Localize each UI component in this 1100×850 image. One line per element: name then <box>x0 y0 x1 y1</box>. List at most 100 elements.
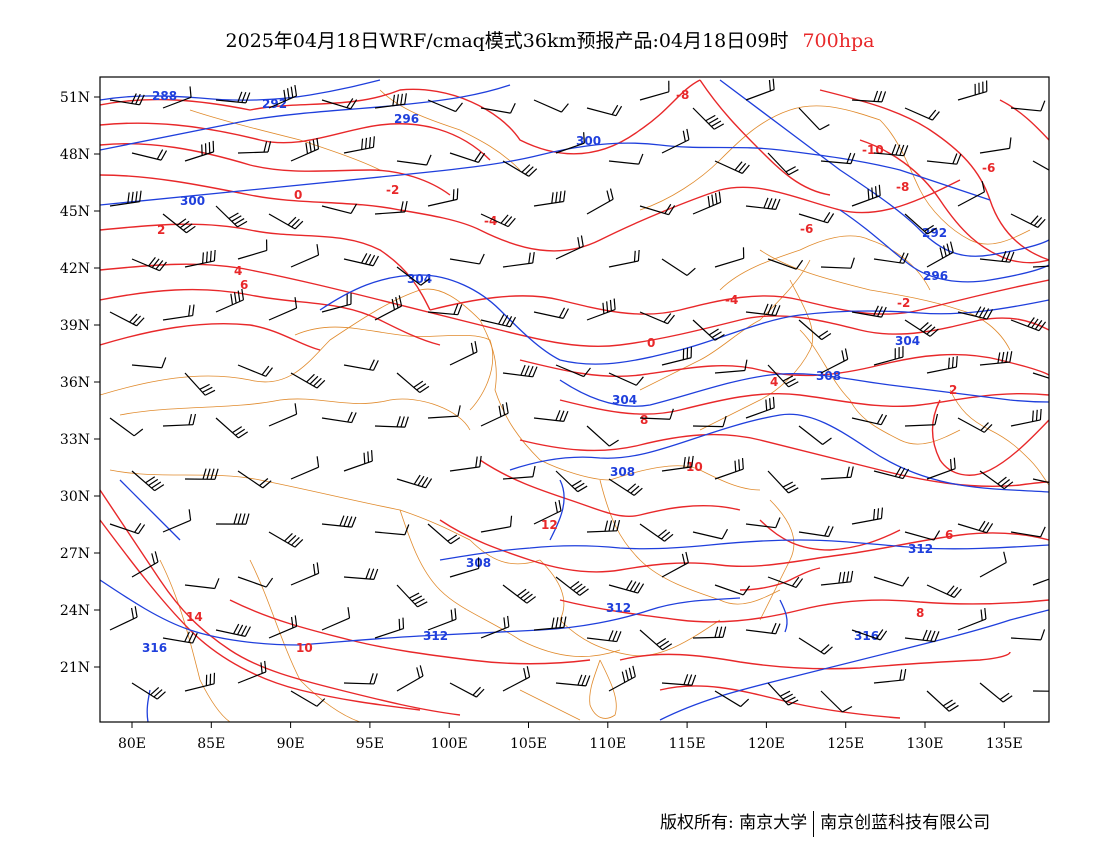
wind-barb <box>692 191 722 215</box>
temperature-label: 0 <box>647 336 655 350</box>
wind-barb <box>639 408 674 420</box>
y-tick-label: 36N <box>60 375 90 391</box>
wind-barb <box>1032 578 1049 586</box>
wind-barb <box>692 626 727 639</box>
wind-barb <box>290 244 320 268</box>
wind-barb <box>661 128 690 154</box>
wind-barb <box>321 203 358 215</box>
temperature-label: 12 <box>541 518 558 532</box>
x-tick-label: 130E <box>907 736 944 752</box>
x-tick-label: 80E <box>118 736 146 752</box>
wind-barb <box>268 615 298 639</box>
wind-barb <box>926 584 962 598</box>
x-tick-label: 115E <box>669 736 706 752</box>
wind-barb <box>533 99 569 113</box>
wind-barb <box>555 132 585 154</box>
wind-barb <box>268 84 298 109</box>
x-tick-label: 110E <box>589 736 626 752</box>
wind-barb <box>343 673 378 685</box>
wind-barb <box>374 416 409 428</box>
temperature-label: 4 <box>770 375 778 389</box>
wind-barb <box>767 576 804 589</box>
wind-barb <box>533 499 562 525</box>
wind-barb <box>162 304 195 321</box>
wind-barb <box>1010 629 1046 641</box>
height-label: 292 <box>262 97 287 111</box>
wind-barb <box>480 515 513 533</box>
wind-barb <box>798 212 835 224</box>
wind-barb <box>215 417 249 439</box>
temperature-label: -6 <box>800 222 813 236</box>
wind-barb <box>184 249 216 268</box>
wind-barb <box>162 86 192 109</box>
wind-barb <box>502 465 536 480</box>
height-label: 304 <box>895 334 920 348</box>
temperature-contours <box>100 79 1049 719</box>
wind-barb <box>343 568 379 581</box>
temperature-label: 8 <box>916 606 924 620</box>
wind-barb <box>237 239 268 260</box>
wind-barb <box>1032 690 1049 692</box>
wind-barb <box>979 682 1013 703</box>
height-label: 308 <box>816 369 841 383</box>
wind-barb <box>926 153 962 165</box>
wind-barb <box>745 197 781 210</box>
wind-barb <box>639 80 670 101</box>
wind-barb <box>745 396 775 419</box>
wind-barb <box>109 522 146 535</box>
y-tick-label: 21N <box>60 660 90 676</box>
wind-barb <box>109 190 142 207</box>
wind-barb <box>1010 213 1046 228</box>
wind-barb <box>162 509 192 533</box>
wind-barb <box>449 340 478 366</box>
wind-barb <box>979 470 1014 490</box>
wind-barb <box>586 425 619 447</box>
wind-barb <box>374 200 408 215</box>
wind-barb <box>820 466 854 480</box>
wind-barb <box>692 415 727 428</box>
wind-barb <box>767 364 799 388</box>
y-tick-label: 48N <box>60 147 90 163</box>
wind-barb <box>745 517 781 529</box>
wind-barb <box>502 252 535 268</box>
y-tick-label: 27N <box>60 546 90 562</box>
wind-barb <box>396 665 424 692</box>
wind-barb <box>851 305 887 318</box>
longitude-axis: 80E 85E 90E 95E 100E 105E 110E 115E 120E 125E 130E… <box>118 722 1023 752</box>
wind-barb <box>374 295 403 321</box>
wind-barb <box>237 470 272 489</box>
wind-barb <box>502 364 538 378</box>
wind-barb <box>873 346 904 366</box>
map-title: 2025年04月18日WRF/cmaq模式36km预报产品:04月18日09时 7… <box>0 26 1100 53</box>
wind-barb <box>555 470 588 493</box>
wind-barb <box>745 78 775 101</box>
wind-barb <box>237 576 274 588</box>
wind-barb <box>162 413 197 427</box>
wind-barb <box>131 256 167 272</box>
wind-barb <box>343 253 380 267</box>
wind-barb <box>533 190 566 207</box>
wind-barb <box>608 478 643 496</box>
wind-barb <box>1032 265 1049 268</box>
wind-barb <box>798 319 832 341</box>
wind-barb <box>926 690 959 712</box>
y-tick-label: 39N <box>60 318 90 334</box>
wind-barb <box>427 303 463 316</box>
wind-barb <box>904 530 941 541</box>
wind-barb <box>449 151 486 163</box>
wind-barb <box>396 372 430 394</box>
wind-barb <box>714 457 744 480</box>
wind-barb <box>1010 317 1047 332</box>
wind-barb <box>714 160 750 174</box>
wind-barb <box>237 141 272 154</box>
wind-barb <box>480 615 510 639</box>
wind-barb <box>1010 408 1042 427</box>
wind-barb <box>745 303 781 317</box>
wind-barb <box>926 241 954 268</box>
wind-barb <box>873 668 907 684</box>
temperature-label: 10 <box>296 641 313 655</box>
wind-barb <box>502 666 531 692</box>
wind-barb <box>449 455 482 472</box>
wind-barb <box>851 629 888 641</box>
wind-barb <box>586 188 614 215</box>
